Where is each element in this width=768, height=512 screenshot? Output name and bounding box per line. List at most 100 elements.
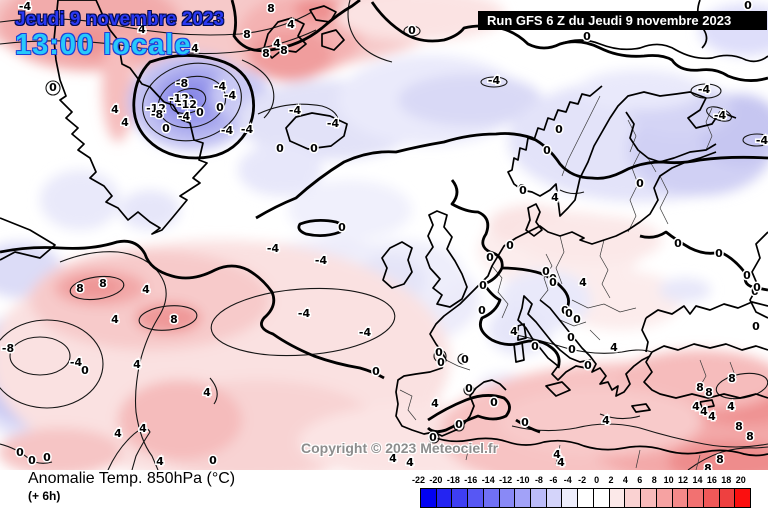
contour-label: -4	[214, 80, 227, 93]
legend-color-cell	[467, 488, 484, 508]
contour-label: 0	[338, 221, 346, 234]
contour-label: 8	[267, 2, 275, 15]
contour-label: 4	[579, 276, 587, 289]
contour-label: 8	[170, 313, 178, 326]
legend-tick: -6	[549, 475, 558, 485]
legend-tick: -8	[534, 475, 543, 485]
legend-tick: 18	[721, 475, 732, 485]
contour-label: 0	[465, 382, 473, 395]
legend-color-cell	[420, 488, 437, 508]
legend-color-cell	[545, 488, 563, 508]
legend-tick: 14	[692, 475, 703, 485]
contour-label: 0	[567, 331, 575, 344]
contour-label: -4	[359, 326, 372, 339]
legend-tick: -14	[481, 475, 495, 485]
legend-color-cell	[592, 488, 610, 508]
contour-label: 0	[276, 142, 284, 155]
contour-label: -4	[19, 0, 32, 13]
contour-label: 0	[584, 359, 592, 372]
contour-label: 0	[43, 451, 51, 464]
contour-label: 8	[705, 386, 713, 399]
legend-color-cell	[640, 488, 657, 508]
legend-color-cell	[561, 488, 579, 508]
contour-label: -4	[221, 124, 234, 137]
legend-tick: -12	[499, 475, 513, 485]
legend-color-cell	[655, 488, 673, 508]
zero-contour-lines	[0, 0, 768, 434]
contour-label: -4	[714, 109, 727, 122]
contour-label: 4	[557, 456, 565, 469]
contour-label: 4	[203, 386, 211, 399]
map-title: Anomalie Temp. 850hPa (°C)	[28, 470, 236, 487]
contour-label: -4	[756, 134, 768, 147]
contour-label: -4	[315, 254, 328, 267]
contour-label: 0	[16, 446, 24, 459]
legend-bar	[420, 488, 752, 508]
legend-color-cell	[608, 488, 626, 508]
contour-label: 8	[262, 47, 270, 60]
contour-label: 4	[273, 37, 281, 50]
legend-color-cell	[702, 488, 720, 508]
contour-label: 0	[549, 276, 557, 289]
contour-label: 0	[372, 365, 380, 378]
contour-label: 0	[461, 353, 469, 366]
contour-label: -12	[169, 92, 189, 105]
legend-tick: -20	[429, 475, 443, 485]
legend-tick: 12	[678, 475, 689, 485]
contour-label: 8	[735, 420, 743, 433]
contour-label: 4	[156, 455, 164, 468]
contour-label: 0	[209, 454, 217, 467]
contour-label: 0	[49, 81, 57, 94]
contour-label: -4	[298, 307, 311, 320]
contour-label: 0	[568, 343, 576, 356]
contour-label: 8	[746, 430, 754, 443]
contour-label: 0	[715, 247, 723, 260]
contour-label: 8	[728, 372, 736, 385]
contour-label: 0	[162, 122, 170, 135]
anomaly-map: -4 4 8 4 8 4 4 8 8 0 -4 0 0 0 4 4 -8 -12 -12 -12 -8 -4 0 -4 -4 0 0…	[0, 0, 768, 477]
contour-label: 0	[555, 123, 563, 136]
contour-label: 0	[81, 364, 89, 377]
contour-label: 0	[744, 0, 752, 12]
contour-label: 4	[142, 283, 150, 296]
contour-label: 0	[583, 30, 591, 43]
forecast-hour: (+ 6h)	[28, 489, 61, 503]
contour-label: 4	[553, 448, 561, 461]
contour-label: 0	[542, 265, 550, 278]
contour-label: -4	[289, 104, 302, 117]
legend-color-cell	[530, 488, 547, 508]
contour-label: 0	[561, 304, 569, 317]
contour-label: 0	[519, 184, 527, 197]
legend-tick: 0	[594, 475, 600, 485]
legend-tick: 4	[622, 475, 628, 485]
contour-label: 0	[531, 340, 539, 353]
contour-label: 4	[727, 400, 735, 413]
copyright-text: Copyright © 2023 Meteociel.fr	[301, 440, 499, 456]
legend-color-cell	[734, 488, 752, 508]
legend-tick: 8	[651, 475, 657, 485]
contour-label: -12	[146, 102, 166, 115]
contour-label: 4	[111, 313, 119, 326]
contour-label: 0	[490, 396, 498, 409]
contour-label: 0	[752, 320, 760, 333]
contour-label: 4	[287, 18, 295, 31]
model-run-label: Run GFS 6 Z du Jeudi 9 novembre 2023	[487, 13, 732, 28]
legend-color-cell	[718, 488, 736, 508]
contour-label: 0	[429, 431, 437, 444]
contour-label: 8	[696, 381, 704, 394]
legend-color-cell	[498, 488, 516, 508]
legend-tick: -10	[516, 475, 530, 485]
contour-label: 0	[751, 285, 759, 298]
contour-label: 0	[435, 346, 443, 359]
model-run-box: Run GFS 6 Z du Jeudi 9 novembre 2023	[478, 11, 767, 30]
contour-label: 4	[406, 456, 414, 469]
contour-label: 0	[573, 313, 581, 326]
contour-label: 0	[636, 177, 644, 190]
legend-color-cell	[624, 488, 642, 508]
contour-label: -4	[241, 123, 254, 136]
contour-label: 0	[310, 142, 318, 155]
legend-tick: 16	[706, 475, 717, 485]
